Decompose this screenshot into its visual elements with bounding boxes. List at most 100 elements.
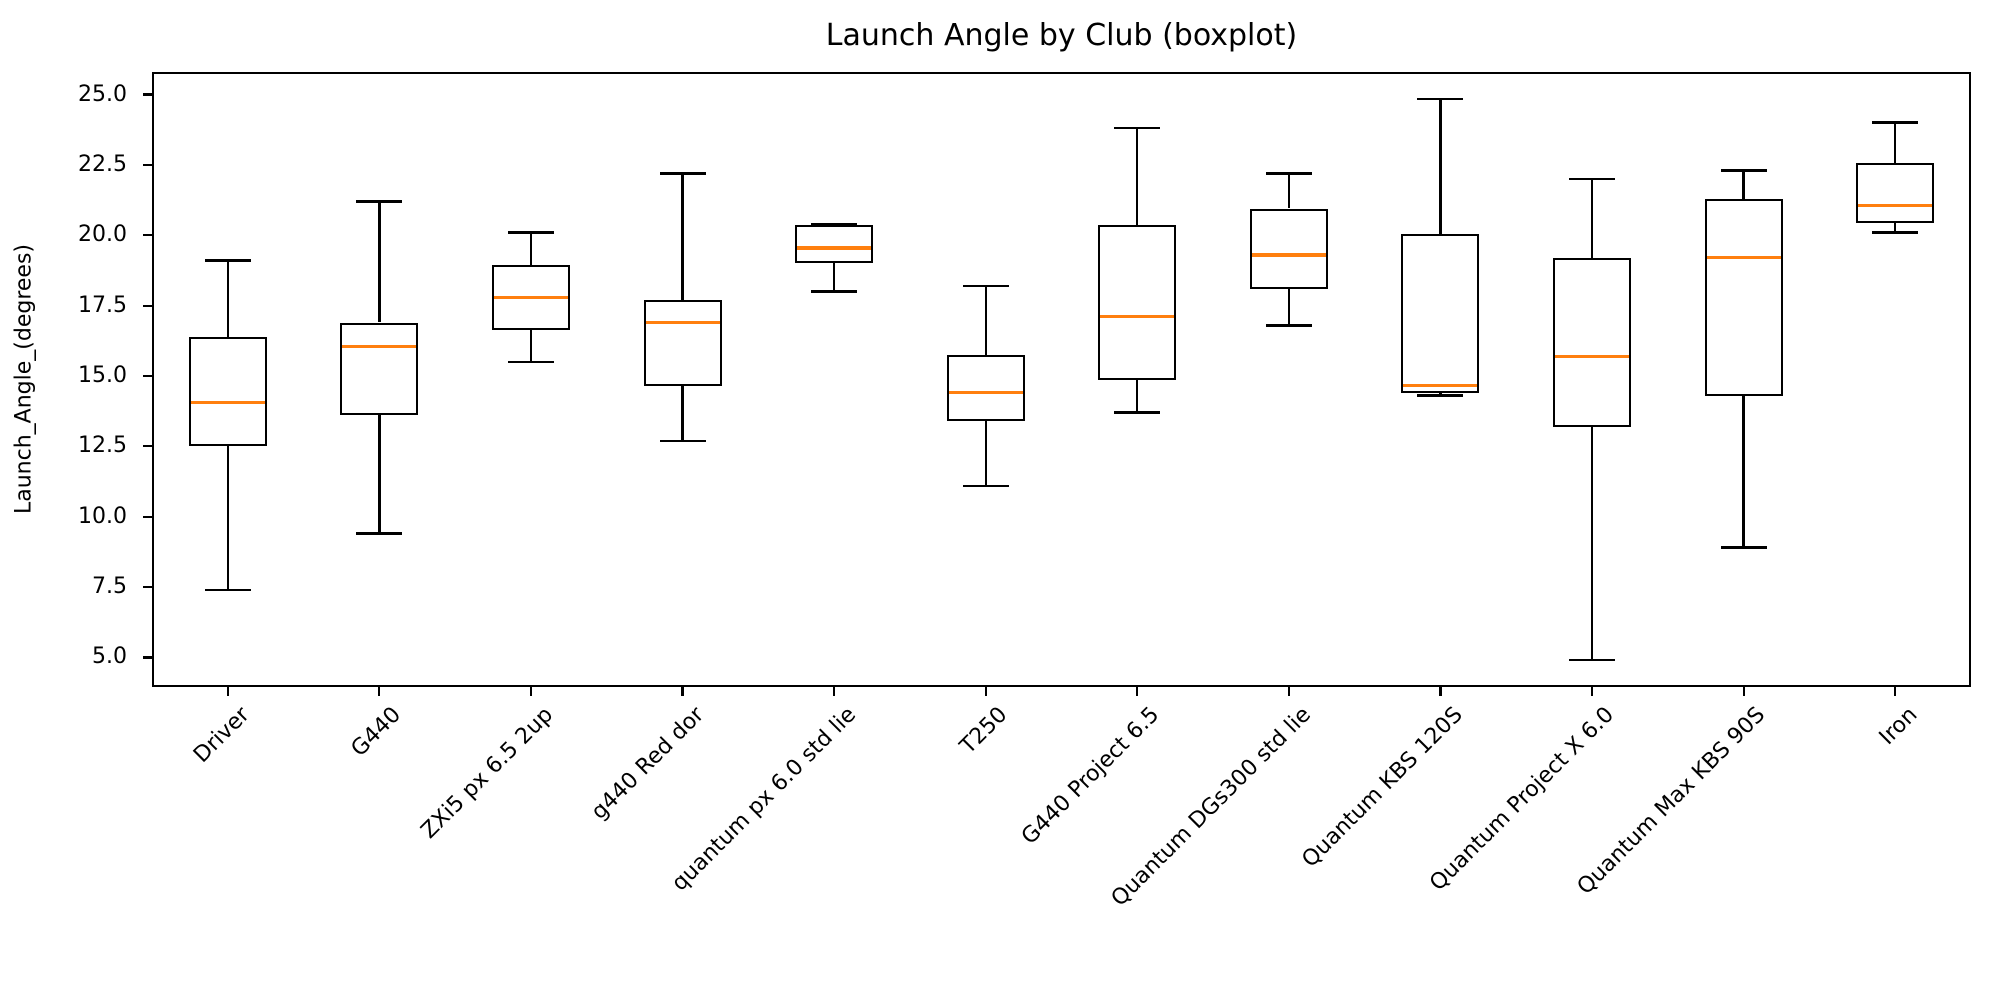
whisker-cap-upper	[811, 222, 858, 226]
box-g440	[340, 322, 419, 416]
whisker-cap-upper	[1417, 97, 1464, 100]
x-tick-label-zxi5-px-6-5-2up: ZXi5 px 6.5 2up	[416, 702, 558, 844]
whisker-cap-upper	[1872, 121, 1919, 124]
whisker-cap-lower	[1720, 546, 1767, 549]
whisker-cap-lower	[204, 588, 251, 592]
median-line	[1858, 204, 1933, 208]
x-tick-label-quantum-kbs-120s: Quantum KBS 120S	[1297, 702, 1468, 873]
whisker-upper	[681, 173, 684, 300]
box-quantum-dgs300-std-lie	[1249, 208, 1328, 289]
x-tick	[681, 687, 684, 696]
whisker-cap-upper	[659, 172, 706, 175]
whisker-lower	[378, 415, 381, 534]
whisker-cap-lower	[1265, 324, 1312, 327]
whisker-upper	[226, 260, 229, 337]
x-tick	[1439, 687, 1442, 696]
whisker-cap-lower	[811, 290, 858, 293]
x-tick	[1136, 687, 1139, 696]
y-tick	[143, 515, 152, 518]
whisker-cap-upper	[1114, 127, 1161, 130]
x-tick	[1287, 687, 1290, 696]
y-tick	[143, 234, 152, 237]
y-tick-label: 5.0	[92, 644, 127, 670]
x-tick	[1590, 687, 1594, 696]
x-tick-label-iron: Iron	[1874, 702, 1923, 750]
box-t250	[946, 354, 1025, 421]
y-tick-label: 12.5	[78, 433, 127, 459]
y-tick	[143, 445, 152, 448]
y-tick-label: 25.0	[78, 81, 127, 107]
whisker-upper	[1136, 128, 1139, 226]
whisker-upper	[984, 285, 987, 355]
y-tick	[143, 93, 152, 96]
whisker-cap-upper	[1265, 172, 1312, 175]
whisker-lower	[1590, 426, 1594, 661]
whisker-lower	[1287, 288, 1291, 326]
whisker-cap-lower	[1417, 394, 1464, 397]
y-tick-label: 22.5	[78, 151, 127, 177]
whisker-cap-upper	[1720, 169, 1767, 172]
y-tick-label: 10.0	[78, 503, 127, 529]
x-tick-label-g440-red-dor: g440 Red dor	[587, 702, 710, 825]
x-tick	[378, 687, 381, 696]
x-tick	[1742, 687, 1745, 696]
x-tick	[529, 687, 533, 696]
whisker-lower	[832, 263, 836, 292]
median-line	[948, 391, 1023, 395]
x-tick	[1894, 687, 1897, 696]
box-quantum-px-6-0-std-lie	[795, 225, 874, 264]
box-quantum-project-x-6-0	[1553, 257, 1632, 427]
median-line	[493, 295, 568, 299]
whisker-cap-lower	[1114, 411, 1161, 414]
box-g440-red-dor	[643, 299, 722, 386]
whisker-lower	[226, 446, 229, 590]
whisker-upper	[1439, 98, 1442, 234]
median-line	[342, 344, 417, 348]
whisker-cap-lower	[1569, 659, 1616, 662]
x-tick-label-t250: T250	[955, 702, 1013, 760]
chart-title: Launch Angle by Club (boxplot)	[825, 18, 1298, 53]
median-line	[797, 246, 872, 250]
median-line	[1100, 315, 1175, 319]
box-driver	[188, 336, 267, 447]
whisker-lower	[529, 329, 533, 362]
whisker-lower	[1439, 392, 1442, 396]
box-quantum-kbs-120s	[1401, 233, 1480, 393]
x-tick-label-driver: Driver	[189, 702, 255, 768]
box-g440-project-6-5	[1098, 225, 1177, 381]
whisker-upper	[378, 201, 381, 323]
y-tick-label: 17.5	[78, 292, 127, 318]
whisker-cap-upper	[1569, 177, 1616, 181]
x-tick-label-g440-project-6-5: G440 Project 6.5	[1016, 702, 1165, 850]
whisker-lower	[681, 385, 684, 441]
plot-area	[152, 72, 1971, 687]
x-tick	[833, 687, 836, 696]
x-tick	[984, 687, 987, 696]
median-line	[1706, 256, 1781, 260]
y-tick-label: 15.0	[78, 362, 127, 388]
whisker-upper	[1287, 173, 1291, 209]
median-line	[1403, 384, 1478, 388]
whisker-cap-upper	[962, 284, 1009, 288]
y-tick	[143, 585, 152, 589]
x-tick-label-g440: G440	[346, 702, 407, 762]
whisker-lower	[1894, 222, 1897, 233]
whisker-lower	[984, 421, 987, 486]
y-tick	[143, 163, 152, 166]
whisker-cap-upper	[204, 259, 251, 262]
x-tick	[226, 687, 229, 696]
y-tick	[143, 374, 152, 378]
whisker-cap-lower	[962, 484, 1009, 487]
whisker-upper	[1894, 122, 1897, 164]
whisker-cap-upper	[507, 231, 554, 234]
y-tick	[143, 304, 152, 307]
whisker-cap-lower	[1872, 231, 1919, 234]
whisker-lower	[1136, 380, 1139, 413]
y-tick	[143, 656, 152, 659]
median-line	[645, 320, 720, 325]
whisker-lower	[1742, 395, 1745, 548]
whisker-upper	[529, 232, 533, 265]
box-iron	[1856, 163, 1935, 223]
whisker-upper	[1742, 170, 1745, 199]
